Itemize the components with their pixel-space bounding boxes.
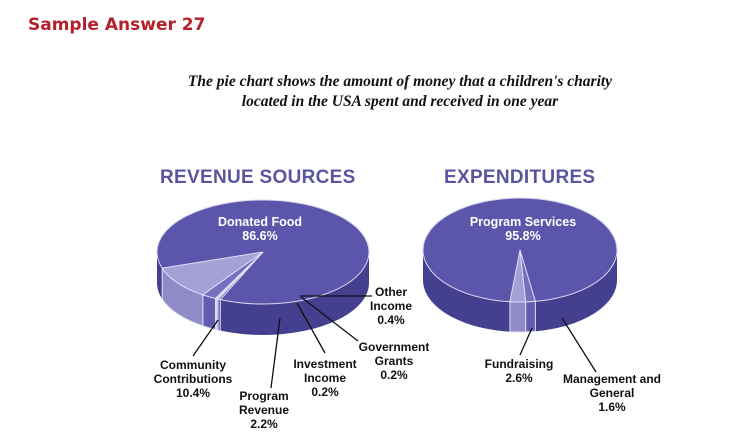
leader-management	[561, 317, 597, 373]
slice-other-income-side	[217, 298, 221, 332]
leader-lines	[192, 295, 597, 389]
label-other: Other Income 0.4%	[369, 285, 412, 327]
revenue-chart-title: REVENUE SOURCES	[160, 167, 356, 188]
slice-program-revenue-side	[202, 294, 216, 331]
leader-community	[192, 319, 219, 357]
slice-management-and-general-side	[525, 300, 536, 333]
label-fundraising: Fundraising 2.6%	[484, 357, 554, 385]
description-line-1: The pie chart shows the amount of money …	[187, 73, 613, 90]
slice-management-and-general	[519, 249, 537, 303]
description-line-2: located in the USA spent and received in…	[241, 93, 559, 110]
leader-investment	[296, 302, 326, 354]
label-investment: Investment Income 0.2%	[293, 357, 357, 399]
label-management: Management and General 1.6%	[562, 372, 661, 414]
chart-description: The pie chart shows the amount of money …	[120, 72, 680, 112]
label-program-services: Program Services 95.8%	[469, 215, 577, 243]
page-header: Sample Answer 27	[28, 15, 206, 35]
label-government: Government Grants 0.2%	[358, 340, 430, 382]
leader-program-revenue	[270, 317, 281, 389]
leader-fundraising	[519, 327, 533, 356]
slice-other-income	[216, 251, 264, 301]
label-community: Community Contributions 10.4%	[153, 358, 233, 400]
label-program-revenue: Program Revenue 2.2%	[238, 389, 290, 431]
expenditures-pie	[422, 197, 618, 333]
leader-government	[300, 296, 359, 342]
label-donated-food: Donated Food 86.6%	[217, 215, 302, 243]
expenditures-chart-title: EXPENDITURES	[444, 167, 596, 188]
revenue-pie	[156, 199, 370, 335]
slice-fundraising-side	[509, 301, 527, 333]
slice-community-contributions	[161, 251, 264, 296]
